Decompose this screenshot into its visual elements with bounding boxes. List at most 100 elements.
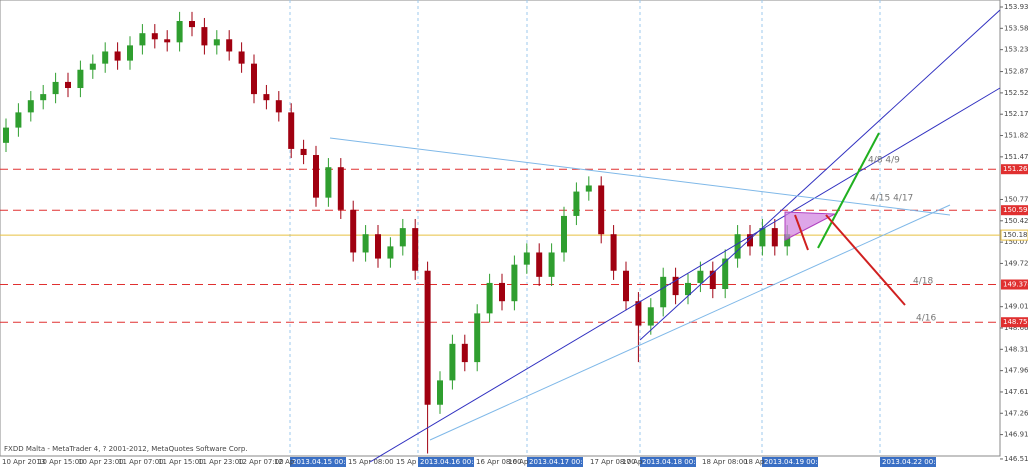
candle-body	[685, 282, 691, 296]
candle-body	[573, 191, 580, 216]
candle-body	[52, 81, 59, 95]
x-tick-label: 10 Apr 23:00	[78, 458, 124, 466]
candle-body	[77, 69, 84, 89]
x-tick-label: 17 Apr 08:00	[590, 458, 636, 466]
y-tick-label: 149.720	[1004, 259, 1028, 267]
candle-body	[523, 252, 530, 265]
y-tick-label: 151.470	[1004, 153, 1028, 161]
candle-body	[362, 234, 369, 253]
candle-body	[139, 33, 146, 46]
projection-down	[794, 214, 809, 251]
projection-up	[817, 132, 880, 249]
candle-body	[226, 39, 233, 52]
candle-body	[709, 270, 716, 290]
candle-body	[65, 81, 71, 89]
candle-body	[536, 252, 543, 277]
trend-line	[329, 137, 951, 216]
y-tick-label: 148.660	[1004, 324, 1028, 332]
candle-body	[300, 148, 307, 156]
candle-body	[499, 282, 505, 302]
candle-body	[40, 94, 47, 101]
x-tick-label: 11 Apr 07:00	[118, 458, 164, 466]
candle-body	[27, 100, 34, 113]
candle-body	[511, 264, 518, 302]
date-marker: 2013.04.15 00:00	[292, 458, 354, 466]
candle-body	[275, 100, 282, 113]
x-tick-label: 16 Apr 08:00	[476, 458, 522, 466]
candle-body	[325, 167, 332, 198]
candle-body	[635, 301, 642, 326]
date-marker: 2013.04.16 00:00	[420, 458, 482, 466]
date-marker-box	[640, 457, 696, 467]
y-tick-label: 151.820	[1004, 132, 1028, 140]
y-tick-label: 150.770	[1004, 195, 1028, 203]
level-label: 150.594	[1003, 206, 1028, 214]
candle-body	[151, 33, 158, 40]
date-marker: 2013.04.17 00:00	[529, 458, 591, 466]
y-tick-label: 153.230	[1004, 46, 1028, 54]
candle-body	[189, 21, 195, 28]
y-tick-label: 147.260	[1004, 409, 1028, 417]
date-marker-box	[762, 457, 818, 467]
plot	[0, 0, 1000, 456]
annotation: 4/8 4/9	[868, 156, 900, 166]
candle-body	[412, 228, 419, 271]
y-tick-label: 146.510	[1004, 455, 1028, 463]
level-tag	[1001, 317, 1028, 328]
candle-body	[399, 228, 406, 247]
level-tag	[1001, 164, 1028, 175]
y-tick-label: 150.420	[1004, 217, 1028, 225]
candle-body	[164, 39, 171, 43]
x-tick-label: 15 Ap	[396, 458, 417, 466]
candle-body	[598, 185, 605, 235]
candle-body	[486, 282, 493, 314]
candle-body	[102, 51, 109, 64]
level-label: 149.374	[1003, 281, 1028, 289]
candle-body	[449, 343, 456, 381]
candle-body	[114, 51, 121, 61]
level-tag	[1001, 205, 1028, 216]
y-tick-label: 148.310	[1004, 345, 1028, 353]
x-tick-label: 11 Apr 23:00	[198, 458, 244, 466]
candle-body	[263, 94, 270, 101]
candle-body	[213, 39, 220, 46]
candle-body	[647, 307, 654, 326]
candle-body	[387, 246, 394, 259]
current-price-label: 150.185	[1003, 231, 1028, 239]
date-marker: 2013.04.19 00:00	[764, 458, 826, 466]
candle-body	[759, 228, 766, 247]
candle-body	[548, 252, 555, 277]
candle-body	[461, 343, 468, 363]
candle-body	[561, 215, 567, 253]
candle-body	[337, 167, 344, 210]
y-tick-label: 147.610	[1004, 388, 1028, 396]
candle-body	[623, 270, 629, 302]
x-tick-label: 12 Ap	[274, 458, 295, 466]
annotation: 4/16	[916, 314, 936, 324]
candle-body	[771, 228, 778, 247]
x-tick-label: 17 Ap	[622, 458, 643, 466]
date-marker-box	[418, 457, 474, 467]
y-tick-label: 152.170	[1004, 110, 1028, 118]
x-tick-label: 18 Ap	[744, 458, 765, 466]
y-tick-label: 152.870	[1004, 68, 1028, 76]
y-tick-label: 153.580	[1004, 24, 1028, 32]
channel-line	[639, 9, 1001, 341]
candle-body	[15, 112, 22, 128]
candle-body	[697, 270, 704, 283]
candle-body	[201, 27, 208, 46]
current-price-tag	[1000, 229, 1028, 241]
date-marker: 2013.04.22 00:00	[882, 458, 944, 466]
annotation: 4/18	[913, 277, 933, 287]
date-marker-box	[880, 457, 936, 467]
candle-body	[251, 63, 257, 95]
level-label: 151.267	[1003, 165, 1028, 173]
candle-body	[474, 313, 481, 363]
x-tick-label: 10 Apr 15:00	[38, 458, 84, 466]
candle-body	[238, 51, 245, 64]
candle-body	[722, 258, 729, 290]
y-tick-label: 147.960	[1004, 367, 1028, 375]
channel-line	[369, 87, 1001, 463]
candle-body	[127, 45, 133, 61]
x-tick-label: 12 Apr 07:00	[238, 458, 284, 466]
